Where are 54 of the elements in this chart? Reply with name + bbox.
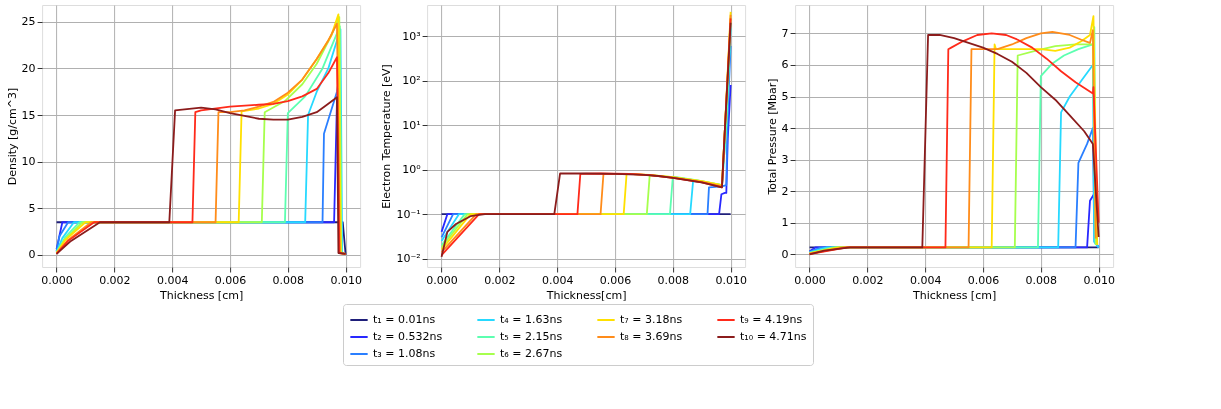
- x-tick-label: 0.000: [794, 273, 826, 287]
- x-tick-label: 0.002: [852, 273, 884, 287]
- y-tick-label: 1: [781, 216, 789, 230]
- y-tick-label: 2: [781, 184, 789, 198]
- legend-label: t₃ = 1.08ns: [373, 347, 436, 360]
- x-tick-label: 0.010: [330, 273, 362, 287]
- x-tick-label: 0.006: [214, 273, 247, 287]
- legend-label: t₅ = 2.15ns: [500, 330, 563, 343]
- x-tick-label: 0.002: [484, 273, 516, 287]
- x-tick-label: 0.002: [99, 273, 131, 287]
- y-tick-label: 25: [21, 15, 36, 29]
- y-tick-label: 10⁻¹: [396, 207, 421, 221]
- x-tick-label: 0.000: [426, 273, 458, 287]
- y-tick-label: 3: [781, 153, 789, 167]
- y-tick-label: 5: [781, 90, 789, 104]
- legend-label: t₄ = 1.63ns: [500, 313, 563, 326]
- x-tick-label: 0.008: [272, 273, 305, 287]
- y-tick-label: 7: [781, 26, 789, 40]
- y-tick-label: 10³: [402, 29, 421, 43]
- y-axis-title: Electron Temperature [eV]: [380, 64, 394, 209]
- legend-label: t₂ = 0.532ns: [373, 330, 443, 343]
- y-tick-label: 0: [781, 247, 789, 261]
- y-tick-label: 0: [28, 248, 36, 262]
- y-tick-label: 4: [781, 121, 789, 135]
- x-tick-label: 0.008: [1025, 273, 1058, 287]
- y-tick-label: 5: [28, 201, 36, 215]
- x-tick-label: 0.006: [599, 273, 632, 287]
- y-tick-label: 10⁻²: [396, 252, 421, 266]
- legend-label: t₆ = 2.67ns: [500, 347, 563, 360]
- x-tick-label: 0.000: [41, 273, 73, 287]
- x-tick-label: 0.004: [909, 273, 942, 287]
- x-axis-title: Thickness[cm]: [545, 288, 627, 302]
- x-tick-label: 0.004: [156, 273, 189, 287]
- y-tick-label: 20: [21, 61, 36, 75]
- y-tick-label: 10¹: [402, 118, 421, 132]
- y-tick-label: 10²: [402, 74, 421, 88]
- x-tick-label: 0.006: [967, 273, 1000, 287]
- x-tick-label: 0.004: [541, 273, 574, 287]
- y-axis-title: Total Pressure [Mbar]: [765, 78, 779, 196]
- y-axis-title: Density [g/cm^3]: [5, 87, 19, 186]
- x-tick-label: 0.010: [1083, 273, 1115, 287]
- x-tick-label: 0.010: [715, 273, 747, 287]
- x-tick-label: 0.008: [657, 273, 690, 287]
- legend-label: t₇ = 3.18ns: [620, 313, 683, 326]
- x-axis-title: Thickness [cm]: [159, 288, 244, 302]
- y-tick-label: 6: [781, 58, 789, 72]
- legend-label: t₁ = 0.01ns: [373, 313, 436, 326]
- y-tick-label: 10⁰: [402, 163, 422, 177]
- y-tick-label: 15: [21, 108, 36, 122]
- legend-label: t₈ = 3.69ns: [620, 330, 683, 343]
- y-tick-label: 10: [21, 155, 36, 169]
- legend-label: t₉ = 4.19ns: [740, 313, 803, 326]
- legend-label: t₁₀ = 4.71ns: [740, 330, 807, 343]
- x-axis-title: Thickness [cm]: [912, 288, 997, 302]
